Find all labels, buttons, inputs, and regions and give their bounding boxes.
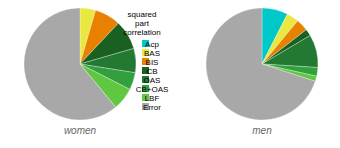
svg-text:BIS: BIS bbox=[146, 58, 159, 67]
svg-text:women: women bbox=[64, 125, 97, 136]
svg-text:OAS: OAS bbox=[144, 76, 161, 85]
svg-text:CB+OAS: CB+OAS bbox=[136, 85, 169, 94]
svg-text:squaredpartcorrelation: squaredpartcorrelation bbox=[123, 10, 160, 37]
svg-text:Error: Error bbox=[143, 103, 161, 112]
svg-text:CB: CB bbox=[146, 67, 157, 76]
svg-text:LBF: LBF bbox=[145, 94, 160, 103]
svg-text:BAS: BAS bbox=[144, 49, 160, 58]
svg-text:men: men bbox=[252, 125, 272, 136]
svg-text:Acp: Acp bbox=[145, 40, 159, 49]
